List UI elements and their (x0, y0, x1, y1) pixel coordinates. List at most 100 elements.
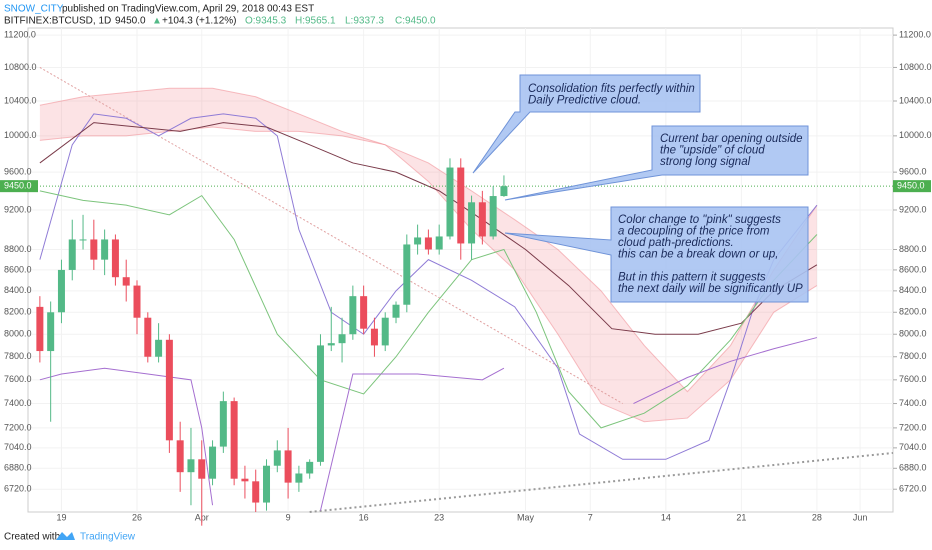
candle-body (209, 446, 217, 479)
candle-body (435, 236, 443, 250)
y-tick-label: 7200.0 (899, 422, 927, 432)
callout (504, 206, 809, 303)
annotation-text: strong long signal (660, 156, 751, 168)
candle-body (198, 459, 206, 479)
price-badge (0, 180, 38, 193)
footer-brand[interactable]: TradingView (80, 532, 136, 543)
y-tick-label: 6880.0 (4, 463, 32, 473)
y-tick-label: 10800.0 (4, 62, 37, 72)
candle-body (381, 317, 389, 346)
candle-body (155, 339, 163, 357)
indicator-line (39, 122, 818, 335)
x-tick-label: 26 (132, 512, 142, 522)
candle-body (446, 167, 454, 237)
candle-body (360, 296, 368, 329)
y-tick-label: 8400.0 (4, 285, 32, 295)
candle-body (122, 277, 130, 286)
candle-body (144, 317, 152, 357)
x-tick-label: 19 (56, 512, 66, 522)
y-tick-label: 8000.0 (4, 329, 32, 339)
annotation-text: cloud path-predictions. (618, 237, 734, 249)
x-tick-label: 28 (812, 512, 822, 522)
indicator-line (39, 190, 818, 429)
annotation-text: a decoupling of the price from (618, 226, 770, 238)
trendline (39, 67, 623, 404)
change: +104.3 (+1.12%) (162, 16, 237, 27)
y-tick-label: 10800.0 (899, 62, 932, 72)
candle-body (68, 239, 76, 270)
candle-body (165, 339, 173, 441)
y-tick-label: 6880.0 (899, 463, 927, 473)
x-tick-label: 23 (434, 512, 444, 522)
candle-body (241, 478, 249, 482)
ohlc: C:9450.0 (395, 16, 436, 27)
candle-body (295, 473, 303, 483)
price-label: 9450.0 (4, 181, 32, 191)
candle-body (392, 304, 400, 318)
y-tick-label: 7040.0 (899, 442, 927, 452)
ohlc: H:9565.1 (295, 16, 336, 27)
candle-body (478, 202, 486, 237)
candle-body (457, 167, 465, 244)
annotation-text: the next daily will be significantly UP (618, 283, 803, 295)
candle-body (349, 296, 357, 335)
y-tick-label: 7600.0 (4, 374, 32, 384)
overlay: 11200.0 10800.0 10400.0 10000.0 9600.0 9200.0… (0, 29, 931, 494)
published: published on TradingView.com, April 29, … (62, 4, 314, 15)
candle-body (338, 334, 346, 344)
x-tick-label: May (517, 512, 535, 522)
candle-body (57, 269, 65, 313)
annotation-text: Consolidation fits perfectly within (528, 83, 695, 95)
y-tick-label: 6720.0 (899, 484, 927, 494)
cloud-edge (39, 126, 818, 423)
annotation-text: Current bar opening outside (660, 133, 803, 145)
y-tick-label: 10000.0 (4, 130, 37, 140)
last-price: 9450.0 (115, 16, 146, 27)
y-tick-label: 8200.0 (899, 307, 927, 317)
candle-body (90, 239, 98, 260)
ohlc: L:9337.3 (345, 16, 384, 27)
y-tick-label: 8000.0 (899, 329, 927, 339)
indicator-line (39, 367, 505, 511)
author[interactable]: SNOW_CITY (4, 4, 64, 15)
y-tick-label: 8400.0 (899, 285, 927, 295)
y-tick-label: 7800.0 (4, 351, 32, 361)
x-tick-label: 7 (588, 512, 593, 522)
candle-body (252, 481, 260, 503)
candle-body (79, 239, 87, 241)
x-tick-label: 9 (286, 512, 291, 522)
plot: 11200.0 10800.0 10400.0 10000.0 9600.0 9200.0… (28, 28, 932, 526)
annotation-text: Color change to "pink" suggests (618, 214, 781, 226)
cloud (39, 88, 817, 422)
candle-body (327, 343, 335, 346)
annotation-text: But in this pattern it suggests (618, 272, 766, 284)
callout (472, 74, 701, 174)
candle-body (316, 345, 324, 462)
y-tick-label: 9200.0 (4, 204, 32, 214)
y-tick-label: 11200.0 (899, 29, 931, 39)
y-tick-label: 7040.0 (4, 442, 32, 452)
ohlc: O:9345.3 (245, 16, 287, 27)
candle-body (219, 401, 227, 447)
x-tick-label: Jun (853, 512, 868, 522)
candle-body (414, 237, 422, 245)
candle-body (263, 465, 271, 503)
price-label: 9450.0 (897, 181, 925, 191)
candle-body (468, 202, 476, 244)
y-tick-label: 8800.0 (899, 244, 927, 254)
annotation-text: Daily Predictive cloud. (528, 95, 641, 107)
y-tick-label: 6720.0 (4, 484, 32, 494)
symbol: BITFINEX:BTCUSD, 1D (4, 16, 111, 27)
cloud-edge (39, 87, 818, 393)
y-tick-label: 9600.0 (899, 167, 927, 177)
x-tick-label: 14 (661, 512, 671, 522)
y-tick-label: 10400.0 (899, 95, 932, 105)
y-tick-label: 10400.0 (4, 95, 37, 105)
y-tick-label: 7400.0 (899, 398, 927, 408)
candle-body (489, 196, 497, 237)
y-tick-label: 7400.0 (4, 398, 32, 408)
y-tick-label: 7800.0 (899, 351, 927, 361)
annotation-text: the "upside" of cloud (660, 145, 765, 157)
annotation-text: this can be a break down or up, (618, 249, 778, 261)
